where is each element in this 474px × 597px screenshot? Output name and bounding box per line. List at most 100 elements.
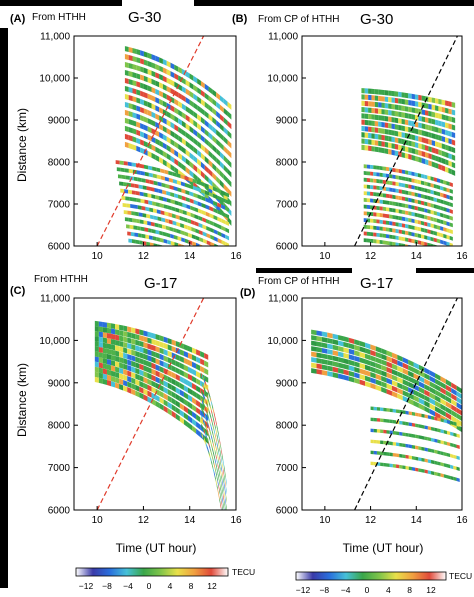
tec-cell [214,436,215,445]
tec-cell [216,440,218,449]
tec-cell [327,332,333,339]
tec-cell [375,368,382,376]
tec-cell [200,188,206,195]
tec-cell [201,423,203,429]
tec-cell [150,187,155,192]
tec-cell [149,235,153,240]
tec-cell [440,226,444,231]
tec-cell [204,439,206,446]
tec-cell [398,104,402,111]
tec-cell [408,204,412,209]
tec-cell [146,186,151,191]
tec-cell [123,161,128,166]
tec-cell [140,58,144,65]
tec-cell [202,399,204,405]
tec-cell [166,69,171,77]
tec-cell [368,88,372,94]
tec-cell [418,101,422,108]
y-tick-label: 8000 [276,158,299,169]
tec-cell [151,356,156,364]
tec-cell [215,265,219,271]
tec-cell [395,188,399,193]
tec-cell [361,132,365,138]
tec-cell [411,191,415,197]
tec-cell [189,134,194,143]
tec-cell [456,422,460,427]
tec-cell [389,200,393,206]
tec-cell [408,422,412,427]
tec-cell [453,432,457,437]
tec-cell [151,374,156,382]
tec-cell [155,121,160,129]
tec-cell [394,137,399,144]
tec-cell [443,474,447,479]
tec-cell [111,333,116,340]
tec-cell [197,131,201,140]
tec-cell [221,482,223,491]
tec-cell [147,52,152,60]
tec-cell [188,239,193,246]
tec-cell [411,225,415,230]
tec-cell [408,177,412,183]
tec-cell [155,346,160,353]
left-bar [0,28,8,588]
tec-cell [181,137,186,146]
tec-cell [404,119,409,126]
tec-cell [203,401,205,407]
tec-cell [111,370,116,377]
tec-cell [225,206,230,212]
tec-cell [167,395,172,403]
tec-cell [418,446,422,451]
tec-cell [186,211,191,217]
x-tick-label: 12 [138,251,150,262]
tec-cell [218,475,220,484]
tec-cell [421,446,425,451]
tec-cell [154,187,159,193]
tec-cell [192,389,197,398]
tec-cell [170,240,175,246]
tec-cell [401,152,405,159]
tec-cell [451,393,457,402]
tec-cell [225,213,230,219]
tec-cell [449,242,453,246]
tec-cell [421,207,425,213]
tec-cell [373,239,377,244]
tec-cell [376,429,381,433]
tec-cell [212,135,217,144]
tec-cell [139,163,145,169]
tec-cell [146,241,150,246]
tec-cell [138,212,143,217]
tec-cell [363,191,367,196]
tec-cell [132,136,137,143]
tec-cell [408,376,414,384]
tec-cell [159,82,163,90]
tec-cell [197,158,201,167]
tec-cell [401,223,406,228]
tec-cell [98,341,103,348]
tec-cell [135,367,140,375]
tec-cell [361,88,365,94]
tec-cell [147,77,152,84]
tec-cell [131,239,136,244]
panel-label-b: (B) [232,13,248,25]
tec-cell [208,104,213,113]
tec-cell [140,171,145,176]
tec-cell [389,430,393,435]
tec-cell [135,191,140,196]
tec-cell [391,385,398,393]
tec-cell [373,225,377,230]
tec-cell [143,394,148,402]
tec-cell [402,362,409,370]
tec-cell [375,351,382,359]
tec-cell [147,355,152,362]
tec-cell [173,234,178,240]
tec-cell [207,438,209,445]
tec-cell [365,370,371,377]
tec-cell [414,199,418,204]
tec-cell [186,204,191,210]
tec-cell [183,412,188,421]
tec-cell [394,150,399,157]
tec-cell [224,516,225,525]
tec-cell [375,357,382,364]
